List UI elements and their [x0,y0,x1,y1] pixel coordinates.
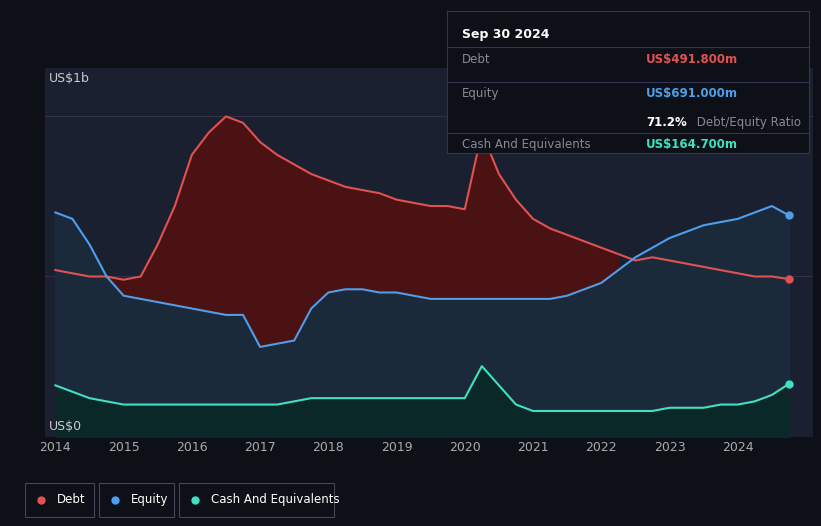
Text: Debt: Debt [57,493,85,506]
Text: Sep 30 2024: Sep 30 2024 [462,27,549,41]
Text: Cash And Equivalents: Cash And Equivalents [462,138,590,151]
Text: Equity: Equity [462,87,499,100]
Text: US$0: US$0 [49,420,82,433]
Text: US$491.800m: US$491.800m [646,53,738,66]
Text: Debt: Debt [462,53,490,66]
Text: Cash And Equivalents: Cash And Equivalents [212,493,340,506]
Bar [25,483,94,517]
Bar [180,483,334,517]
Text: US$164.700m: US$164.700m [646,138,738,151]
Bar [99,483,174,517]
Text: Equity: Equity [131,493,169,506]
Text: US$1b: US$1b [49,72,89,85]
Text: 71.2%: 71.2% [646,116,687,129]
Text: Debt/Equity Ratio: Debt/Equity Ratio [693,116,801,129]
Text: US$691.000m: US$691.000m [646,87,738,100]
